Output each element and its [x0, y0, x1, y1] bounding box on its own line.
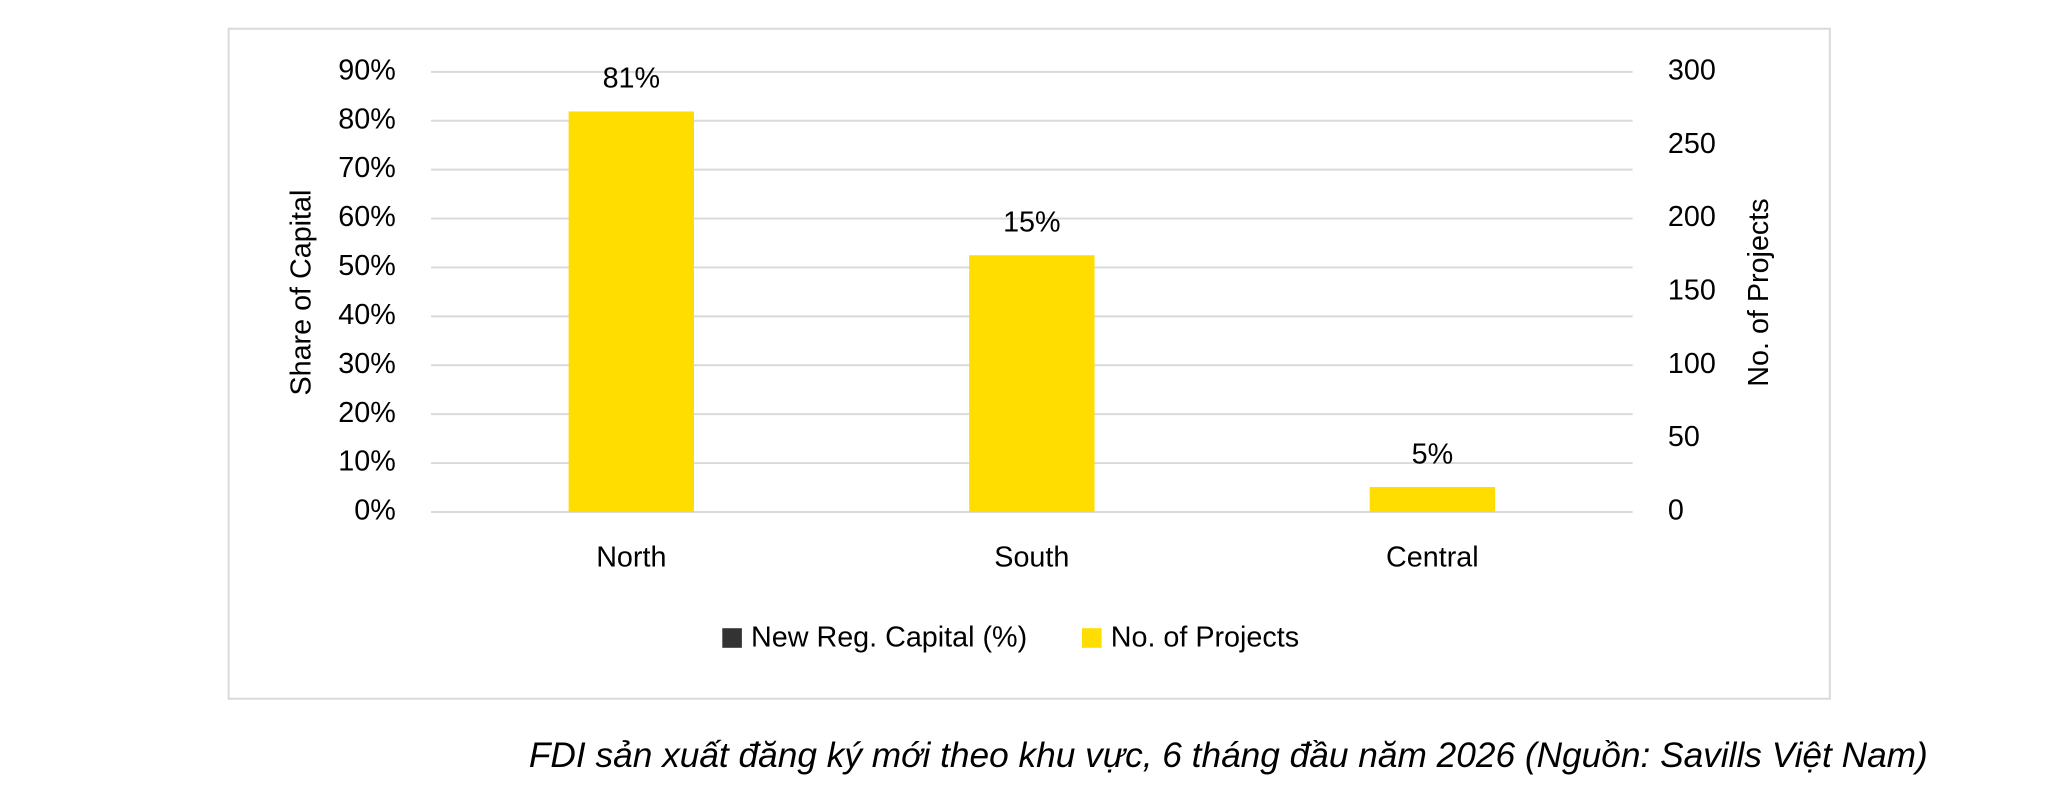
y-tick-label: 20% — [338, 397, 395, 429]
chart-frame — [227, 27, 1831, 700]
x-tick-label: South — [994, 542, 1069, 574]
y-tick-label: 50% — [338, 250, 395, 282]
legend-label: New Reg. Capital (%) — [751, 621, 1027, 653]
y-tick-label: 70% — [338, 152, 395, 184]
y-tick-label: 0% — [354, 495, 396, 527]
data-label: 15% — [1003, 206, 1060, 238]
y2-tick-label: 0 — [1668, 495, 1684, 527]
y2-tick-label: 250 — [1668, 128, 1716, 160]
y2-axis-title: No. of Projects — [1743, 198, 1775, 386]
legend-swatch — [722, 628, 742, 648]
y-tick-label: 40% — [338, 299, 395, 331]
bar — [1369, 487, 1496, 512]
y-tick-label: 80% — [338, 103, 395, 135]
y2-tick-label: 200 — [1668, 201, 1716, 233]
y-axis-title: Share of Capital — [286, 190, 318, 396]
y-tick-label: 90% — [338, 54, 395, 86]
legend-label: No. of Projects — [1111, 621, 1299, 653]
x-tick-label: North — [596, 542, 666, 574]
y2-tick-label: 50 — [1668, 421, 1700, 453]
y-tick-label: 30% — [338, 348, 395, 380]
bar — [568, 111, 695, 512]
y-tick-label: 10% — [338, 446, 395, 478]
data-label: 5% — [1412, 438, 1454, 470]
data-label: 81% — [603, 63, 660, 95]
bar — [969, 255, 1095, 512]
y2-tick-label: 150 — [1668, 274, 1716, 306]
y-tick-label: 60% — [338, 201, 395, 233]
x-tick-label: Central — [1386, 542, 1479, 574]
y2-tick-label: 100 — [1668, 348, 1716, 380]
y2-tick-label: 300 — [1668, 54, 1716, 86]
caption: FDI sản xuất đăng ký mới theo khu vực, 6… — [529, 736, 1928, 775]
legend-swatch — [1082, 628, 1102, 648]
